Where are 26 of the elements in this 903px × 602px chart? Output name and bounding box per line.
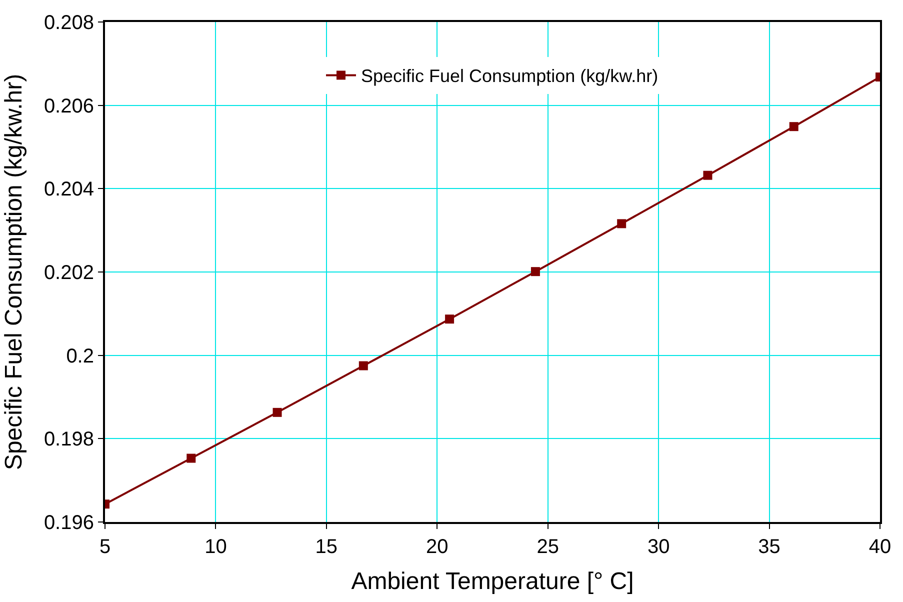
point [703,170,712,180]
y-tick-label: 0.202 [44,262,94,284]
y-tick-label: 0.198 [44,428,94,451]
x-tick-label: 20 [426,536,448,558]
y-tick-label: 0.204 [44,178,94,201]
x-tick-label: 5 [99,536,111,558]
point [445,314,454,324]
point [272,408,282,417]
legend-label: Specific Fuel Consumption (kg/kw.hr) [361,66,658,86]
x-tick-label: 40 [868,536,892,558]
x-tick-label: 10 [204,536,227,558]
point [617,219,626,228]
x-tick-label: 30 [647,536,670,558]
x-tick-label: 35 [758,536,780,558]
y-tick-label: 0.206 [44,95,94,118]
point [530,267,540,276]
y-tick-label: 0.2 [66,345,94,368]
x-tick-label: 25 [536,536,559,558]
y-tick-label: 0.196 [44,512,94,534]
x-tick-label: 15 [315,536,338,558]
y-tick-label: 0.208 [44,12,94,34]
point [789,122,798,132]
y-axis-title: Specific Fuel Consumption (kg/kw.hr) [0,74,28,470]
point [186,454,196,463]
point [358,361,368,370]
x-axis-title: Ambient Temperature [° C] [351,568,634,595]
